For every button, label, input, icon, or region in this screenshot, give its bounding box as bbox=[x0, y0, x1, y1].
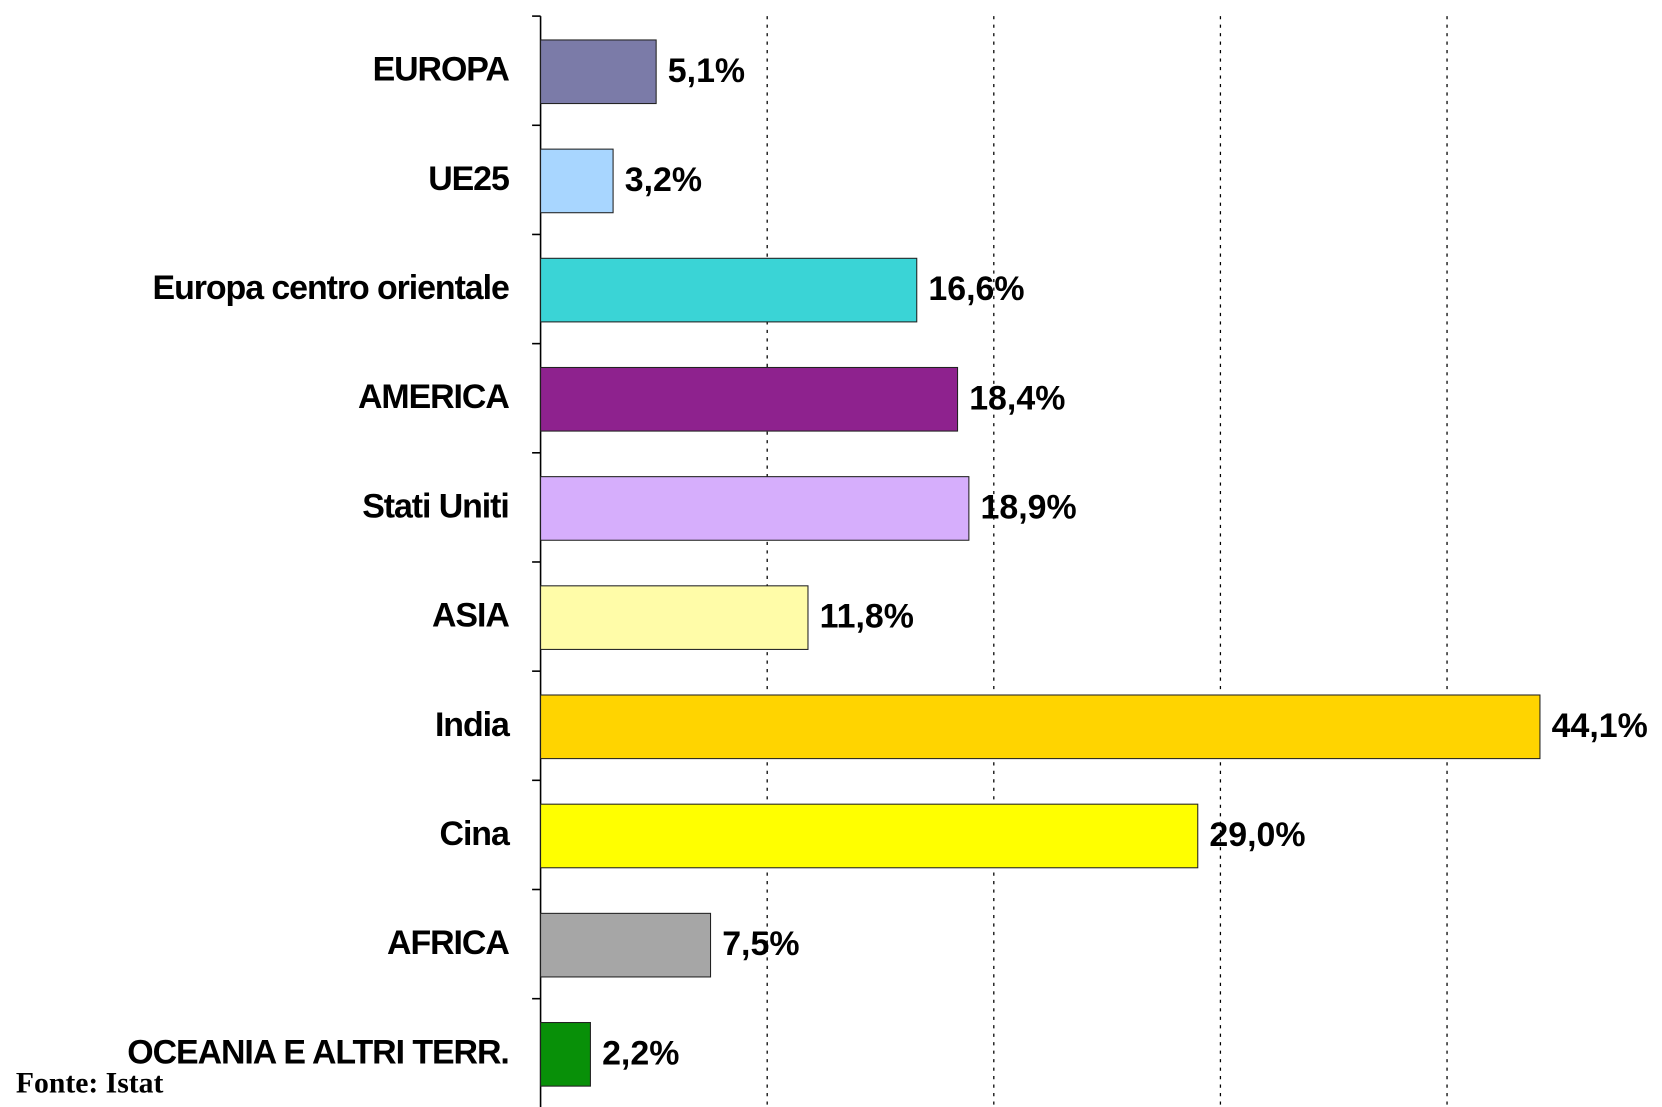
category-label: AFRICA bbox=[387, 924, 509, 962]
category-label: AMERICA bbox=[358, 378, 509, 416]
value-label: 44,1% bbox=[1552, 707, 1648, 745]
bar bbox=[540, 39, 657, 105]
category-label: Cina bbox=[440, 815, 511, 853]
value-label: 18,9% bbox=[981, 488, 1077, 526]
value-label: 29,0% bbox=[1209, 816, 1305, 854]
bar bbox=[540, 476, 970, 541]
bar bbox=[540, 366, 959, 432]
value-label: 2,2% bbox=[602, 1034, 679, 1072]
source-note: Fonte: Istat bbox=[16, 1067, 164, 1099]
category-label: OCEANIA E ALTRI TERR. bbox=[127, 1033, 508, 1071]
bar bbox=[540, 694, 1541, 760]
category-label: India bbox=[435, 706, 511, 744]
category-label: Europa centro orientale bbox=[153, 269, 509, 307]
bar bbox=[540, 912, 712, 978]
category-label: ASIA bbox=[432, 597, 509, 635]
value-label: 18,4% bbox=[969, 379, 1065, 417]
value-label: 16,6% bbox=[928, 270, 1024, 308]
category-label: Stati Uniti bbox=[362, 487, 509, 525]
category-label: EUROPA bbox=[373, 51, 510, 89]
value-label: 11,8% bbox=[820, 598, 914, 636]
category-label: UE25 bbox=[428, 160, 509, 198]
bar bbox=[540, 585, 809, 650]
value-label: 7,5% bbox=[722, 925, 799, 963]
bar bbox=[540, 257, 918, 323]
bar bbox=[540, 1021, 591, 1087]
bar bbox=[540, 803, 1199, 869]
value-label: 3,2% bbox=[625, 161, 702, 199]
value-label: 5,1% bbox=[668, 52, 745, 90]
bar bbox=[540, 148, 614, 214]
